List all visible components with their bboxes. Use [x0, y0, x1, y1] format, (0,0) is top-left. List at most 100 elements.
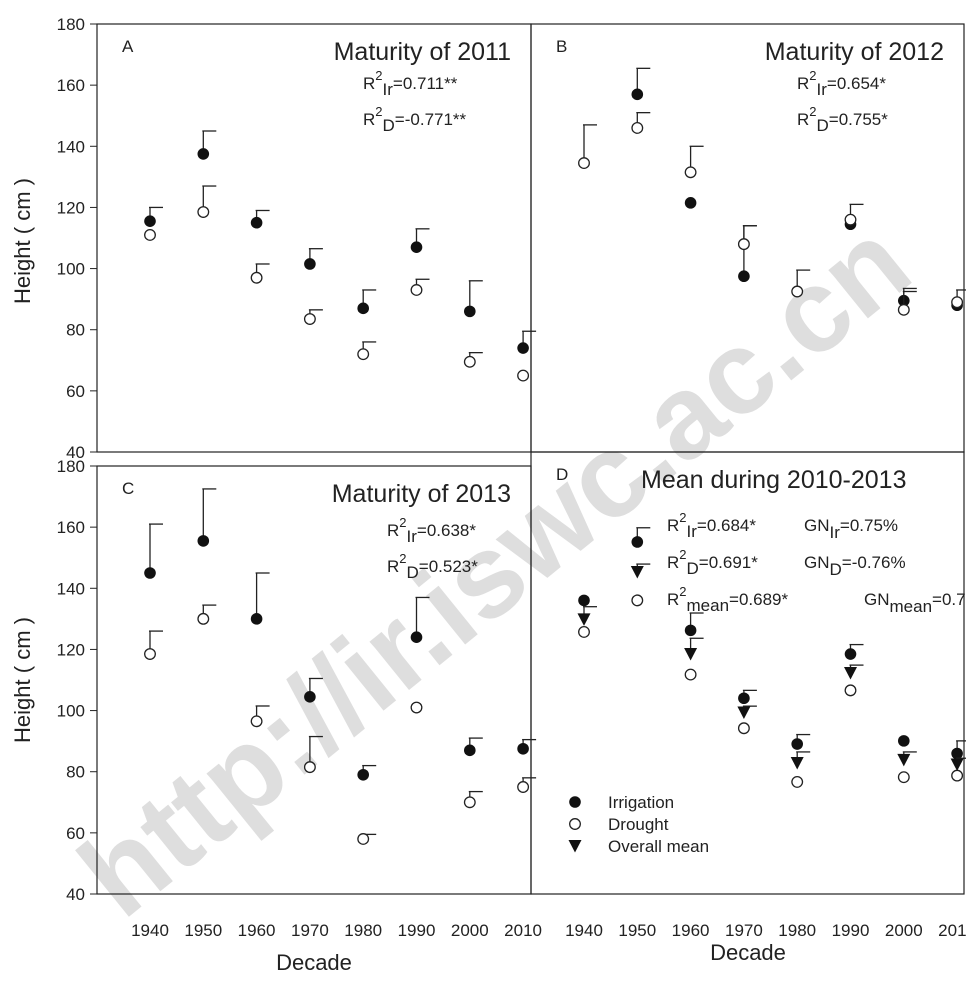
- y-tick-label: 140: [57, 137, 85, 156]
- stat-value: =0.711**: [393, 74, 458, 93]
- legend-label: Overall mean: [608, 837, 709, 856]
- y-tick-label: 180: [57, 15, 85, 34]
- stat-line: R2D=0.691*: [667, 547, 758, 578]
- x-tick-label: 1980: [778, 921, 816, 940]
- stat-value: =0.755*: [829, 110, 888, 129]
- stat-sub: Ir: [817, 80, 828, 99]
- panel-title-A: Maturity of 2011: [334, 38, 511, 66]
- stat-value: =0.523*: [419, 557, 478, 576]
- irrigation-point: [738, 270, 750, 283]
- gn-value: =0.75%: [932, 590, 966, 609]
- y-tick-label: 100: [57, 702, 85, 721]
- overall-mean-point: [844, 667, 857, 680]
- gn-sub: D: [830, 560, 842, 579]
- overall-mean-point: [737, 706, 751, 719]
- irrigation-point: [684, 197, 697, 209]
- drought-point: [144, 648, 156, 660]
- stat-sub: D: [407, 563, 419, 582]
- x-tick-label: 2000: [885, 921, 923, 940]
- drought-point: [578, 626, 590, 638]
- x-tick-label: 1950: [184, 921, 222, 940]
- y-tick-label: 160: [57, 518, 85, 537]
- legend-irrigation-marker: [569, 796, 581, 808]
- stat-sub: mean: [687, 596, 730, 615]
- stat-sup: 2: [679, 584, 686, 599]
- stat-sub: D: [817, 116, 829, 135]
- y-tick-label: 40: [66, 885, 85, 904]
- panel-frame-D: [530, 451, 965, 895]
- gn-line: GNmean=0.75%: [864, 590, 966, 616]
- x-tick-label: 1990: [832, 921, 870, 940]
- legend-overall-mean-marker: [568, 840, 582, 853]
- irrigation-point: [464, 744, 476, 757]
- x-axis-title-right: Decade: [710, 940, 786, 965]
- overall-mean-point: [630, 565, 644, 579]
- watermark-text: http://ir.iswc.ac.cn: [56, 196, 934, 942]
- stat-sub: D: [383, 116, 395, 135]
- stat-sup: 2: [399, 515, 406, 530]
- drought-point: [250, 715, 263, 728]
- stat-line: R2Ir=0.638*: [387, 515, 476, 546]
- y-tick-label: 180: [57, 457, 85, 476]
- panel-letter-B: B: [556, 37, 567, 56]
- stat-sup: 2: [375, 104, 382, 119]
- drought-point: [410, 284, 423, 296]
- x-tick-label: 1970: [291, 921, 329, 940]
- irrigation-point: [304, 691, 316, 703]
- stat-r: R: [667, 516, 679, 535]
- drought-point: [197, 206, 210, 218]
- gn-line: GND=-0.76%: [804, 553, 906, 579]
- stat-value: =0.654*: [827, 74, 886, 93]
- x-tick-label: 2010: [504, 921, 542, 940]
- drought-point: [897, 303, 910, 316]
- drought-point: [844, 684, 857, 697]
- stat-value: =0.691*: [699, 553, 758, 572]
- stat-r: R: [363, 110, 375, 129]
- stat-value: =0.684*: [697, 516, 756, 535]
- irrigation-point: [464, 305, 476, 318]
- y-tick-label: 160: [57, 76, 85, 95]
- stat-sub: Ir: [687, 522, 698, 541]
- x-tick-label: 2010: [938, 921, 966, 940]
- irrigation-point: [357, 768, 370, 781]
- x-tick-label: 1940: [565, 921, 603, 940]
- y-tick-label: 80: [66, 763, 85, 782]
- drought-point: [517, 369, 530, 382]
- drought-point: [250, 271, 263, 284]
- drought-point: [357, 348, 370, 361]
- stat-line: R2mean=0.689*: [667, 584, 789, 615]
- panel-letter-D: D: [556, 465, 568, 484]
- panel-letter-A: A: [122, 37, 134, 56]
- gn-sub: mean: [890, 597, 933, 616]
- irrigation-point: [631, 88, 644, 101]
- drought-point: [951, 296, 964, 309]
- stat-sup: 2: [809, 68, 816, 83]
- x-tick-label: 1980: [344, 921, 382, 940]
- x-tick-label: 1960: [672, 921, 710, 940]
- stat-value: =0.638*: [417, 521, 476, 540]
- stat-r: R: [797, 74, 809, 93]
- drought-point: [463, 796, 476, 809]
- panel-letter-C: C: [122, 479, 134, 498]
- drought-point: [631, 121, 644, 134]
- y-tick-label: 80: [66, 321, 85, 340]
- drought-point: [578, 157, 590, 170]
- irrigation-point: [578, 594, 590, 607]
- stat-line: R2D=0.755*: [797, 104, 888, 135]
- irrigation-point: [898, 735, 910, 747]
- stat-r: R: [387, 521, 399, 540]
- stat-r: R: [387, 557, 399, 576]
- drought-point: [844, 213, 857, 226]
- x-tick-label: 1960: [238, 921, 276, 940]
- irrigation-point: [144, 567, 156, 579]
- stat-sub: D: [687, 559, 699, 578]
- stat-line: R2D=-0.771**: [363, 104, 467, 135]
- gn-label: GN: [804, 553, 830, 572]
- stat-line: R2Ir=0.654*: [797, 68, 886, 99]
- drought-point: [684, 668, 697, 681]
- stat-sup: 2: [679, 547, 686, 562]
- drought-point: [303, 313, 316, 325]
- drought-point: [463, 355, 476, 368]
- x-tick-label: 1970: [725, 921, 763, 940]
- x-tick-label: 1940: [131, 921, 169, 940]
